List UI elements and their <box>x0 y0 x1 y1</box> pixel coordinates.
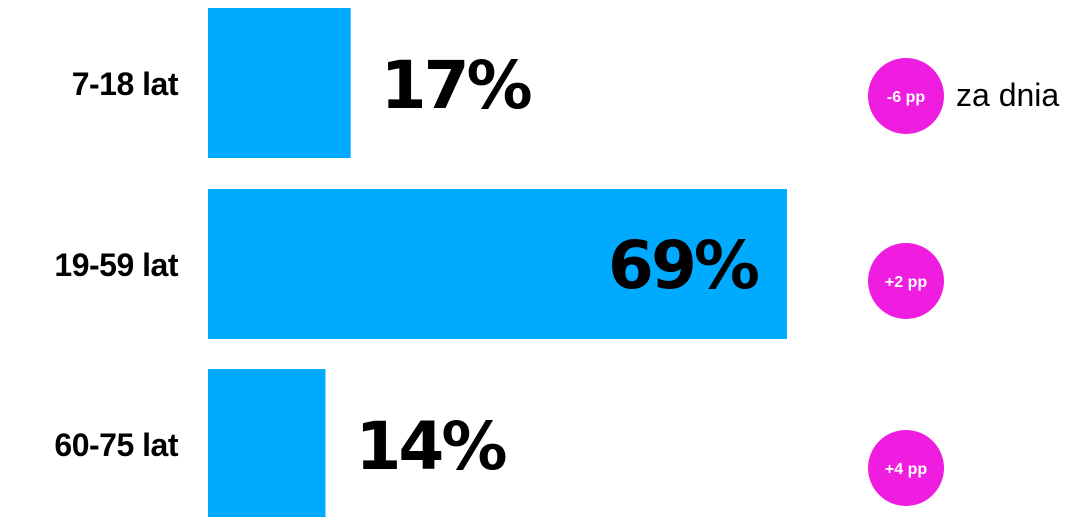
change-badge-19-59 <box>868 243 944 319</box>
value-label-7-18: 17% <box>381 47 532 124</box>
change-badge-7-18 <box>868 58 944 134</box>
change-badge-60-75 <box>868 430 944 506</box>
change-text-7-18: -6 pp <box>887 89 925 106</box>
category-labels: 7-18 lat 19-59 lat 60-75 lat <box>54 66 179 463</box>
value-labels: 17% 69% 14% <box>355 47 761 485</box>
category-label-7-18: 7-18 lat <box>72 66 179 102</box>
bar-19-59 <box>208 189 787 339</box>
category-label-60-75: 60-75 lat <box>54 427 178 463</box>
change-badges: -6 pp +2 pp +4 pp <box>868 58 944 506</box>
value-label-60-75: 14% <box>355 408 506 485</box>
category-label-19-59: 19-59 lat <box>54 247 178 283</box>
value-label-19-59: 69% <box>608 227 759 304</box>
change-text-60-75: +4 pp <box>885 461 927 478</box>
bar-7-18 <box>208 8 351 158</box>
change-note: za dnia <box>956 77 1059 113</box>
bars <box>208 8 787 517</box>
change-text-19-59: +2 pp <box>885 274 927 291</box>
bar-60-75 <box>208 369 326 517</box>
